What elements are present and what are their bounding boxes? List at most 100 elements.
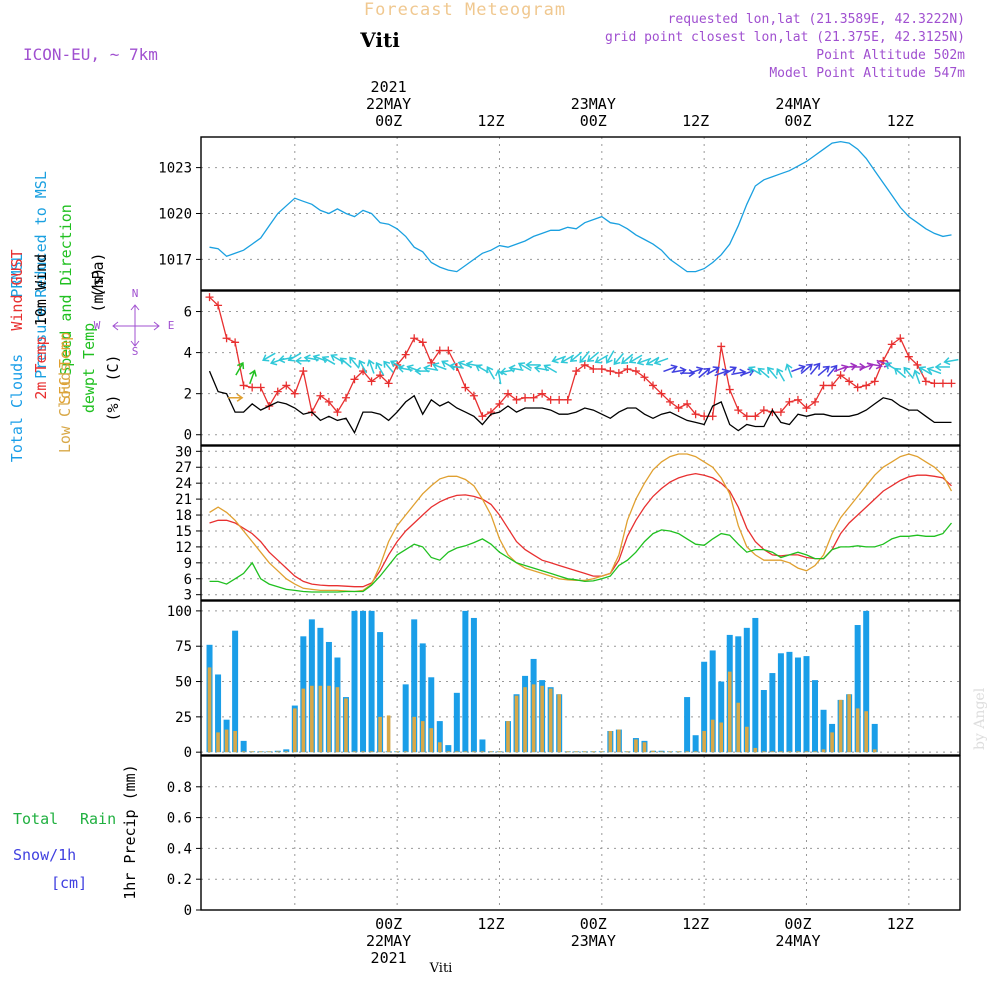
top-tick-label: 00Z bbox=[375, 112, 402, 130]
compass-n: N bbox=[132, 287, 139, 300]
axis-label: Low Clouds bbox=[56, 363, 74, 453]
gust-marker bbox=[904, 352, 913, 361]
wind-direction-arrow bbox=[366, 359, 375, 374]
series-prmsl bbox=[209, 140, 952, 273]
arrow-head bbox=[486, 365, 494, 374]
y-tick-label: 0.2 bbox=[167, 872, 192, 888]
low-cloud-bar bbox=[352, 751, 357, 753]
gust-marker bbox=[350, 375, 359, 384]
gust-marker bbox=[444, 346, 453, 355]
y-tick-label: 6 bbox=[184, 305, 192, 321]
y-tick-label: 50 bbox=[175, 675, 192, 691]
wind-direction-arrow bbox=[579, 350, 590, 364]
arrow-shaft bbox=[249, 370, 256, 385]
arrow-head bbox=[499, 367, 507, 376]
arrow-shaft bbox=[497, 370, 502, 385]
bottom-tick-label: 12Z bbox=[477, 915, 504, 933]
gust-marker bbox=[930, 379, 939, 388]
gust-marker bbox=[947, 379, 956, 388]
gust-marker bbox=[299, 367, 308, 376]
low-cloud-bar bbox=[514, 695, 519, 753]
arrow-head bbox=[645, 358, 654, 366]
wind-direction-arrow bbox=[321, 356, 336, 365]
bottom-tick-label: 23MAY bbox=[571, 932, 616, 950]
wind-direction-arrow bbox=[423, 364, 439, 373]
wind-direction-arrow bbox=[809, 362, 821, 375]
arrow-shaft bbox=[859, 363, 874, 371]
low-cloud-bar bbox=[864, 711, 868, 753]
arrow-head bbox=[358, 359, 366, 368]
total-cloud-bar bbox=[368, 610, 375, 753]
arrow-head bbox=[653, 357, 662, 366]
total-cloud-bar bbox=[453, 692, 460, 753]
axis-label: Speed and Direction bbox=[57, 204, 75, 376]
low-cloud-bar bbox=[318, 685, 323, 753]
low-cloud-bar bbox=[361, 751, 365, 753]
info-point-altitude: Point Altitude 502m bbox=[816, 48, 965, 63]
bottom-tick-label: 2021 bbox=[371, 949, 407, 967]
gust-marker bbox=[273, 387, 282, 396]
y-tick-label: 1023 bbox=[158, 161, 192, 177]
total-cloud-bar bbox=[419, 643, 426, 753]
low-cloud-bar bbox=[310, 685, 314, 753]
total-cloud-bar bbox=[428, 677, 435, 753]
arrow-head bbox=[903, 366, 911, 374]
gust-marker bbox=[546, 395, 555, 404]
low-cloud-bar bbox=[804, 751, 809, 753]
arrow-head bbox=[262, 354, 270, 362]
low-cloud-bar bbox=[557, 694, 561, 753]
gust-marker bbox=[751, 412, 760, 421]
arrow-head bbox=[776, 367, 784, 376]
bottom-tick-label: 00Z bbox=[580, 915, 607, 933]
series-dewpt-temp bbox=[209, 522, 953, 593]
total-cloud-bar bbox=[820, 709, 827, 753]
axis-label: 10m Wind bbox=[32, 254, 50, 326]
arrow-head bbox=[423, 364, 431, 373]
panel-frame bbox=[200, 136, 961, 291]
top-tick-label: 00Z bbox=[580, 112, 607, 130]
arrow-head bbox=[321, 356, 330, 364]
arrow-shaft bbox=[800, 363, 813, 375]
arrow-head bbox=[236, 393, 244, 402]
gust-marker bbox=[921, 377, 930, 386]
arrow-head bbox=[269, 357, 278, 366]
wind-direction-arrow bbox=[486, 365, 496, 380]
arrow-head bbox=[448, 362, 456, 371]
wind-direction-arrow bbox=[653, 357, 669, 366]
wind-direction-arrow bbox=[645, 356, 660, 366]
arrow-shaft bbox=[432, 363, 447, 371]
bottom-tick-label: 00Z bbox=[784, 915, 811, 933]
low-cloud-bar bbox=[540, 685, 544, 753]
wind-direction-arrow bbox=[628, 354, 643, 364]
gust-marker bbox=[674, 404, 683, 413]
wind-direction-arrow bbox=[918, 366, 933, 376]
arrow-head bbox=[237, 361, 245, 370]
y-tick-label: 0.8 bbox=[167, 780, 192, 796]
low-cloud-bar bbox=[779, 751, 783, 753]
gust-marker bbox=[376, 371, 385, 380]
arrow-shaft bbox=[842, 365, 857, 369]
low-cloud-bar bbox=[480, 751, 485, 753]
gust-marker bbox=[887, 340, 896, 349]
low-cloud-bar bbox=[207, 667, 212, 753]
wind-direction-arrow bbox=[586, 351, 600, 363]
y-tick-label: 1020 bbox=[158, 207, 192, 223]
wind-direction-arrow bbox=[698, 367, 711, 379]
low-cloud-bar bbox=[250, 751, 254, 753]
low-cloud-bar bbox=[753, 747, 758, 753]
axis-label: Wind GUST bbox=[8, 249, 26, 330]
y-tick-label: 12 bbox=[175, 540, 192, 556]
arrow-head bbox=[287, 354, 295, 362]
y-tick-label: 0.6 bbox=[167, 811, 192, 827]
axis-label: (%) bbox=[104, 394, 122, 421]
gust-marker bbox=[410, 334, 419, 343]
low-cloud-bar bbox=[685, 751, 689, 753]
gust-marker bbox=[870, 377, 879, 386]
arrow-shaft bbox=[587, 351, 600, 362]
wind-direction-arrow bbox=[448, 362, 464, 371]
arrow-shaft bbox=[914, 370, 921, 385]
arrow-head bbox=[406, 364, 414, 373]
top-tick-label: 23MAY bbox=[571, 95, 616, 113]
arrow-shaft bbox=[375, 362, 385, 376]
